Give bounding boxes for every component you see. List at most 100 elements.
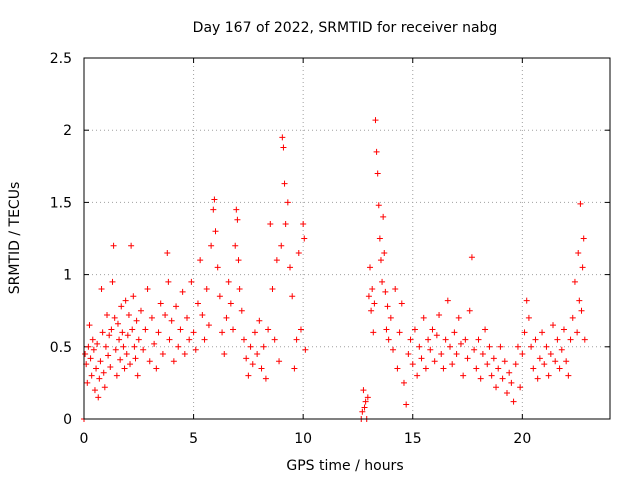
data-point xyxy=(409,361,416,368)
data-point xyxy=(534,375,541,382)
data-point xyxy=(155,329,162,336)
data-point xyxy=(403,401,410,408)
data-point xyxy=(295,249,302,256)
data-point xyxy=(477,375,484,382)
data-point xyxy=(284,199,291,206)
data-point xyxy=(197,257,204,264)
data-point xyxy=(558,346,565,353)
data-point xyxy=(451,329,458,336)
data-point xyxy=(240,336,247,343)
x-tick-label: 10 xyxy=(294,431,312,447)
y-tick-label: 2.5 xyxy=(50,51,72,67)
data-point xyxy=(87,355,94,362)
data-point xyxy=(278,242,285,249)
data-point xyxy=(510,398,517,405)
data-point xyxy=(287,264,294,271)
data-point xyxy=(135,336,142,343)
data-point xyxy=(130,293,137,300)
data-point xyxy=(210,206,217,213)
data-point xyxy=(433,332,440,339)
data-point xyxy=(567,336,574,343)
data-point xyxy=(384,303,391,310)
data-point xyxy=(376,235,383,242)
data-point xyxy=(108,326,115,333)
data-point xyxy=(382,288,389,295)
data-point xyxy=(438,351,445,358)
data-point xyxy=(289,293,296,300)
grid-lines xyxy=(84,58,610,419)
data-point xyxy=(519,351,526,358)
data-point xyxy=(166,336,173,343)
data-point xyxy=(271,336,278,343)
data-point xyxy=(297,326,304,333)
data-point xyxy=(113,372,120,379)
x-axis-label: GPS time / hours xyxy=(286,458,403,474)
data-point xyxy=(488,372,495,379)
x-tick-label: 5 xyxy=(189,431,198,447)
data-point xyxy=(260,343,267,350)
data-point xyxy=(380,213,387,220)
data-point xyxy=(151,340,158,347)
data-point xyxy=(449,361,456,368)
data-point xyxy=(233,206,240,213)
data-point xyxy=(114,320,121,327)
y-tick-label: 1.5 xyxy=(50,195,72,211)
data-point xyxy=(173,303,180,310)
plot-frame xyxy=(83,57,611,420)
data-point xyxy=(293,336,300,343)
data-point xyxy=(91,387,98,394)
data-point xyxy=(556,365,563,372)
data-point xyxy=(232,242,239,249)
data-point xyxy=(503,390,510,397)
data-point xyxy=(184,314,191,321)
data-point xyxy=(276,358,283,365)
data-point xyxy=(490,355,497,362)
data-point xyxy=(262,375,269,382)
data-point xyxy=(508,379,515,386)
data-point xyxy=(129,326,136,333)
data-point xyxy=(411,326,418,333)
data-point xyxy=(473,365,480,372)
data-point xyxy=(440,365,447,372)
data-point xyxy=(545,372,552,379)
data-point xyxy=(379,278,386,285)
data-point xyxy=(554,336,561,343)
data-point xyxy=(280,144,287,151)
data-point xyxy=(460,372,467,379)
data-point xyxy=(86,322,93,329)
data-point xyxy=(162,312,169,319)
data-point xyxy=(536,355,543,362)
data-point xyxy=(212,228,219,235)
data-point xyxy=(499,375,506,382)
data-point xyxy=(148,314,155,321)
data-point xyxy=(98,286,105,293)
y-tick-label: 2 xyxy=(63,123,72,139)
data-point xyxy=(560,326,567,333)
data-point xyxy=(400,379,407,386)
data-point xyxy=(146,358,153,365)
data-point xyxy=(552,358,559,365)
data-point xyxy=(165,278,172,285)
data-point xyxy=(521,329,528,336)
data-point xyxy=(104,312,111,319)
axis-ticks: 0 5 10 15 20 0 0.5 1 1.5 2 2.5 xyxy=(50,51,610,447)
data-point xyxy=(186,336,193,343)
data-point xyxy=(431,358,438,365)
data-point xyxy=(577,200,584,207)
data-point xyxy=(85,343,92,350)
data-point xyxy=(514,343,521,350)
data-point xyxy=(442,336,449,343)
data-point xyxy=(112,346,119,353)
data-point xyxy=(106,332,113,339)
data-point xyxy=(137,307,144,314)
y-tick-label: 0 xyxy=(63,412,72,428)
data-point xyxy=(563,358,570,365)
data-point xyxy=(396,329,403,336)
data-point xyxy=(134,372,141,379)
data-point xyxy=(370,329,377,336)
data-point xyxy=(157,300,164,307)
data-point xyxy=(208,242,215,249)
data-point xyxy=(372,117,379,124)
data-point xyxy=(416,343,423,350)
